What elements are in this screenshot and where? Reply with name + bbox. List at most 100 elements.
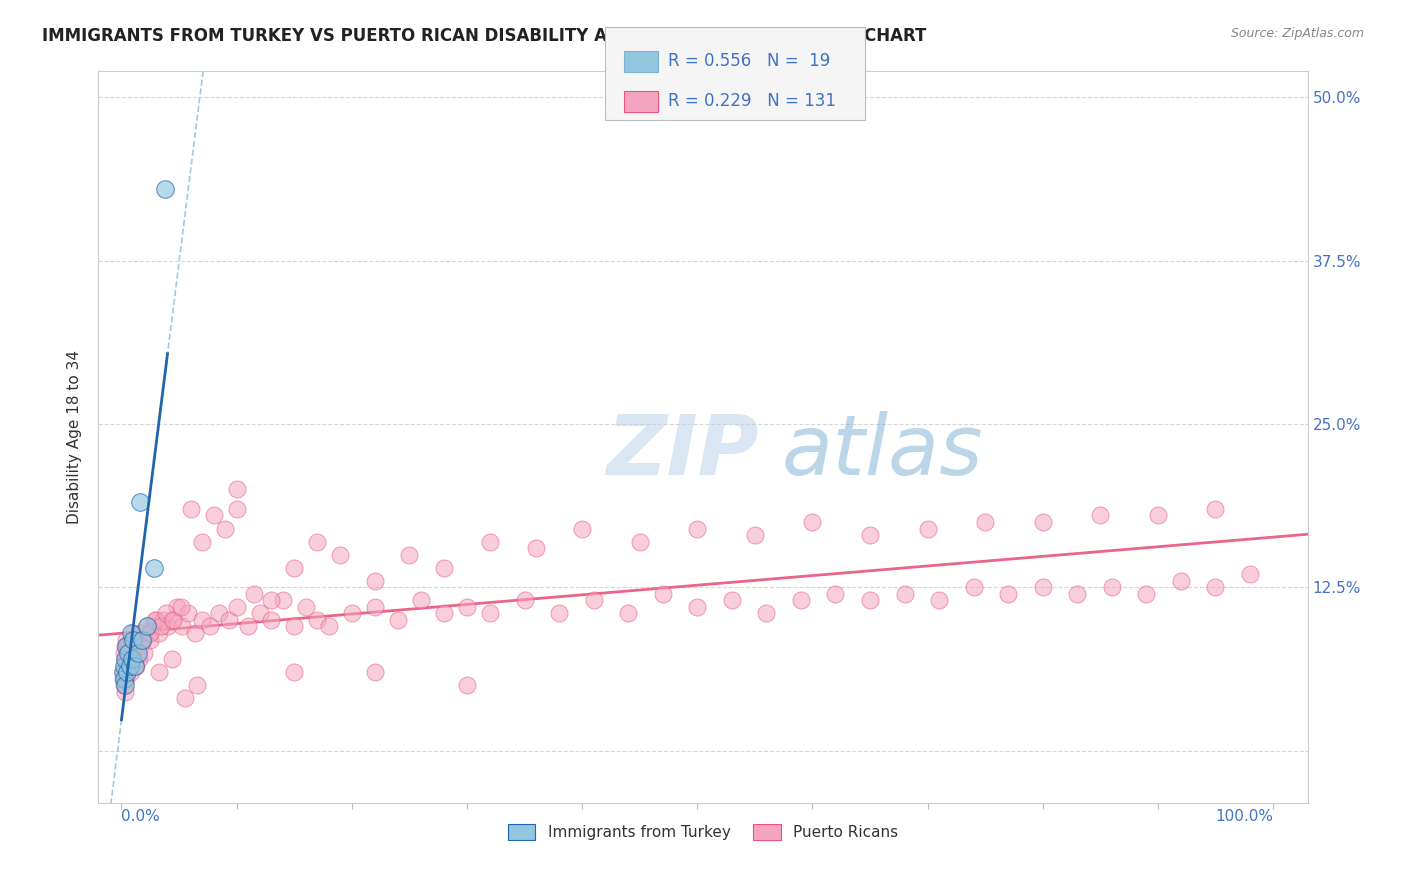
Text: atlas: atlas (782, 411, 983, 492)
Point (260, 593, 283, 607)
Point (172, 619, 194, 633)
Text: R = 0.556   N =  19: R = 0.556 N = 19 (668, 52, 830, 70)
Point (114, 685, 136, 699)
Point (155, 607, 177, 621)
Point (962, 580, 984, 594)
Point (124, 639, 146, 653)
Point (121, 639, 143, 653)
Point (128, 639, 150, 653)
Point (720, 593, 742, 607)
Point (1147, 508, 1170, 523)
Point (1032, 515, 1054, 529)
Point (115, 652, 138, 666)
Point (294, 599, 316, 614)
Point (686, 521, 709, 535)
Point (128, 495, 150, 509)
Point (1204, 580, 1226, 594)
Point (177, 607, 200, 621)
Point (340, 607, 363, 621)
Point (149, 619, 172, 633)
Point (186, 678, 208, 692)
Point (974, 515, 997, 529)
Point (139, 626, 162, 640)
Point (135, 619, 157, 633)
Point (283, 619, 305, 633)
Point (162, 613, 184, 627)
Point (122, 632, 145, 647)
Point (118, 658, 141, 673)
Point (433, 607, 456, 621)
Point (135, 626, 157, 640)
Point (329, 548, 352, 562)
Point (141, 619, 163, 633)
Point (114, 652, 136, 666)
Point (170, 599, 193, 614)
Legend: Immigrants from Turkey, Puerto Ricans: Immigrants from Turkey, Puerto Ricans (502, 818, 904, 847)
Point (243, 587, 266, 601)
Point (148, 665, 170, 680)
Point (118, 652, 141, 666)
Point (114, 639, 136, 653)
Point (112, 672, 135, 686)
Point (208, 607, 231, 621)
Point (173, 691, 195, 706)
Point (142, 560, 165, 574)
Point (283, 560, 305, 574)
Point (524, 541, 547, 555)
Point (202, 508, 225, 523)
Text: ZIP: ZIP (606, 411, 759, 492)
Point (117, 639, 139, 653)
Point (184, 626, 207, 640)
Text: 100.0%: 100.0% (1215, 809, 1272, 824)
Point (122, 658, 145, 673)
Point (128, 626, 150, 640)
Point (218, 613, 240, 627)
Point (139, 632, 162, 647)
Point (364, 574, 387, 588)
Point (160, 613, 183, 627)
Point (115, 658, 138, 673)
Point (893, 587, 915, 601)
Text: IMMIGRANTS FROM TURKEY VS PUERTO RICAN DISABILITY AGE 18 TO 34 CORRELATION CHART: IMMIGRANTS FROM TURKEY VS PUERTO RICAN D… (42, 27, 927, 45)
Point (1135, 587, 1157, 601)
Point (121, 646, 143, 660)
Point (198, 619, 221, 633)
Point (409, 593, 432, 607)
Point (128, 652, 150, 666)
Point (155, 182, 177, 196)
Point (790, 593, 813, 607)
Point (118, 646, 141, 660)
Point (225, 483, 247, 497)
Point (120, 665, 142, 680)
Point (112, 665, 135, 680)
Point (117, 646, 139, 660)
Point (115, 665, 138, 680)
Point (132, 632, 155, 647)
Point (617, 607, 640, 621)
Point (115, 632, 138, 647)
Point (121, 652, 143, 666)
Point (387, 613, 409, 627)
Point (112, 658, 135, 673)
Point (115, 672, 138, 686)
Point (755, 607, 778, 621)
Point (115, 639, 138, 653)
Point (997, 587, 1019, 601)
Point (283, 665, 305, 680)
Point (1170, 574, 1192, 588)
Point (859, 593, 882, 607)
Point (249, 607, 271, 621)
Point (513, 593, 536, 607)
Text: 0.0%: 0.0% (121, 809, 160, 824)
Point (122, 626, 145, 640)
Point (134, 646, 156, 660)
Point (145, 613, 167, 627)
Point (307, 534, 329, 549)
Point (917, 521, 939, 535)
Point (571, 521, 593, 535)
Point (115, 646, 138, 660)
Point (114, 652, 136, 666)
Point (114, 678, 136, 692)
Point (112, 678, 135, 692)
Y-axis label: Disability Age 18 to 34: Disability Age 18 to 34 (67, 350, 83, 524)
